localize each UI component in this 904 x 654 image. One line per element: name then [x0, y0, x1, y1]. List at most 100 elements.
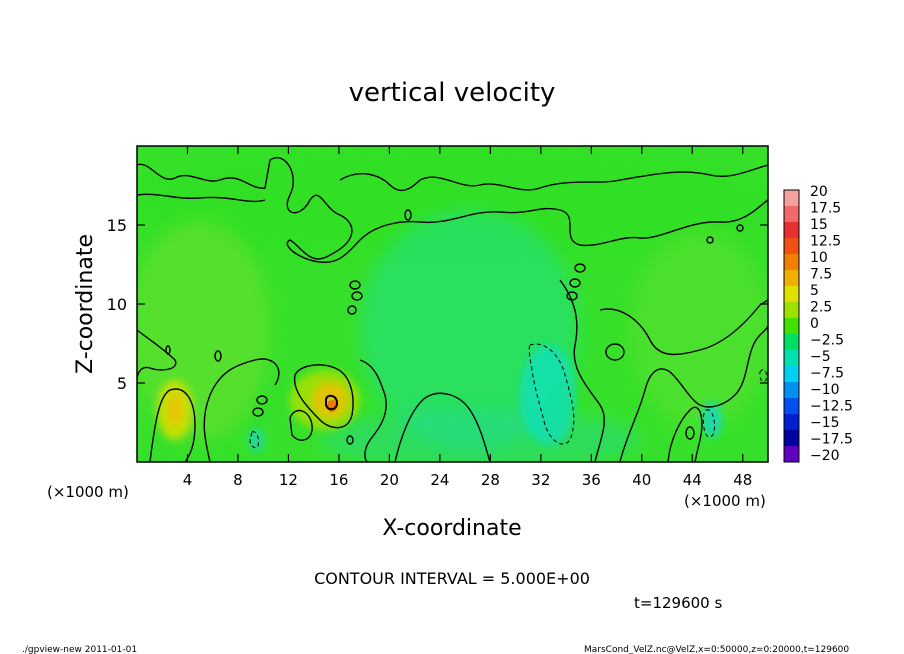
colorbar-label: −2.5: [810, 332, 844, 348]
colorbar-swatch: [784, 238, 799, 255]
colorbar-swatch: [784, 190, 799, 207]
x-unit-label-right: (×1000 m): [684, 492, 766, 510]
contour-small-5: [351, 291, 363, 301]
contour-small-12: [346, 435, 354, 445]
colorbar-label: 7.5: [810, 266, 832, 282]
colorbar-label: 17.5: [810, 200, 841, 216]
colorbar-label: −15: [810, 415, 840, 431]
colorbar-label: −5: [810, 349, 831, 365]
contour-small-2: [256, 395, 268, 405]
contour-upper-band: [137, 164, 768, 203]
x-axis-label: X-coordinate: [382, 516, 521, 541]
x-tick-label: 48: [733, 471, 752, 489]
colorbar-swatch: [784, 222, 799, 239]
contour-neg-edge: [759, 369, 767, 383]
contour-main-updraft-inner: [325, 394, 339, 411]
colorbar-swatch: [784, 446, 799, 463]
x-tick-label: 36: [582, 471, 601, 489]
colorbar-label: 5: [810, 283, 819, 299]
colorbar-swatch: [784, 206, 799, 223]
colorbar-swatch: [784, 398, 799, 415]
contour-small-9: [566, 291, 578, 301]
feature-downdraft-center: [520, 345, 576, 445]
x-tick-label: 32: [531, 471, 550, 489]
time-label: t=129600 s: [634, 594, 722, 612]
contour-small-10: [685, 426, 695, 440]
plot-area: [137, 146, 768, 462]
x-tick-label: 40: [632, 471, 651, 489]
x-tick-label: 8: [233, 471, 243, 489]
contour-small-16: [736, 224, 744, 232]
contour-interval-label: CONTOUR INTERVAL = 5.000E+00: [314, 569, 590, 588]
contour-center-right: [559, 279, 605, 462]
footer-left: ./gpview-new 2011-01-01: [22, 645, 137, 654]
colorbar-label: −7.5: [810, 365, 844, 381]
contour-right-mid: [359, 359, 387, 462]
contour-main-updraft-outer: [293, 364, 354, 429]
y-axis-label: Z-coordinate: [73, 234, 98, 374]
contour-lines-negative: [249, 343, 767, 449]
colorbar: 2017.51512.5107.552.50−2.5−5−7.5−10−12.5…: [783, 184, 853, 464]
y-tick-label: 5: [117, 374, 127, 393]
contour-low-a: [203, 358, 280, 462]
colorbar-label: −17.5: [810, 431, 853, 447]
x-axis-ticks: 4 8 12 16 20 24 28 32 36 40 44 48: [183, 146, 752, 489]
x-tick-label: 24: [430, 471, 449, 489]
shade-bottom-teal: [320, 410, 640, 462]
contour-right-lower: [667, 406, 703, 462]
contour-neg-center: [528, 343, 575, 445]
contour-right-upper: [599, 299, 768, 356]
x-tick-label: 16: [329, 471, 348, 489]
contour-right-region: [619, 324, 768, 462]
colorbar-swatch: [784, 350, 799, 367]
colorbar-swatch: [784, 414, 799, 431]
colorbar-label: 15: [810, 217, 828, 233]
contour-small-4: [349, 280, 361, 290]
contour-low-b: [289, 409, 313, 441]
contour-upper-boundary: [137, 157, 768, 264]
x-unit-label-left: (×1000 m): [47, 483, 129, 501]
contour-small-6: [347, 305, 357, 315]
colorbar-label: 0: [810, 316, 819, 332]
contour-small-8: [569, 278, 581, 288]
y-tick-label: 15: [107, 216, 127, 235]
x-tick-label: 12: [279, 471, 298, 489]
contour-small-13: [165, 345, 171, 355]
colorbar-swatch: [784, 302, 799, 319]
chart-title: vertical velocity: [349, 78, 556, 108]
colorbar-label: −10: [810, 382, 840, 398]
contour-small-3: [252, 407, 264, 417]
contour-neg-right: [702, 409, 715, 438]
colorbar-swatch: [784, 430, 799, 447]
x-tick-label: 4: [183, 471, 193, 489]
shade-right-light: [630, 230, 768, 430]
colorbar-label: 10: [810, 250, 828, 266]
feature-updraft-main-core: [312, 382, 348, 418]
feature-updraft-left-core: [167, 394, 183, 426]
contour-small-14: [404, 209, 412, 221]
y-axis-ticks: 5 10 15: [107, 216, 768, 393]
contour-lines: [137, 157, 768, 462]
colorbar-swatch: [784, 286, 799, 303]
x-tick-label: 28: [481, 471, 500, 489]
x-tick-label: 44: [683, 471, 702, 489]
colorbar-swatch: [784, 334, 799, 351]
colorbar-label: 20: [810, 184, 828, 200]
colorbar-swatch: [784, 382, 799, 399]
feature-downdraft-right: [702, 402, 722, 438]
shade-upper-band: [137, 146, 768, 260]
colorbar-label: −12.5: [810, 398, 853, 414]
colorbar-swatch: [784, 270, 799, 287]
colorbar-swatch: [784, 366, 799, 383]
x-tick-label: 20: [380, 471, 399, 489]
contour-small-1: [214, 350, 222, 362]
contour-neg-left: [249, 431, 259, 449]
contour-bottom-center: [394, 392, 491, 462]
shade-left-light: [137, 220, 270, 440]
contour-lower-left: [149, 388, 196, 462]
contour-small-11: [605, 343, 625, 361]
contour-small-7: [574, 263, 586, 273]
colorbar-label: −20: [810, 448, 840, 464]
colorbar-label: 12.5: [810, 233, 841, 249]
